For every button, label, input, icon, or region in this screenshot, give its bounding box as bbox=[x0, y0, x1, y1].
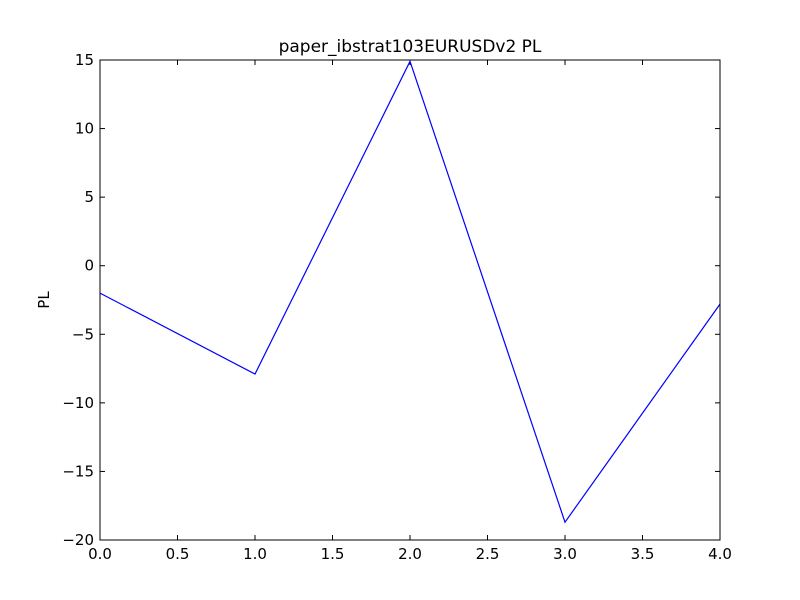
x-tick-label: 1.5 bbox=[321, 545, 345, 563]
x-tick-label: 2.5 bbox=[476, 545, 500, 563]
chart-title: paper_ibstrat103EURUSDv2 PL bbox=[279, 37, 542, 57]
x-tick-label: 3.5 bbox=[631, 545, 655, 563]
x-tick-label: 0.5 bbox=[166, 545, 190, 563]
y-tick-label: −20 bbox=[62, 531, 94, 549]
axis-ticks: 0.0 0.5 1.0 1.5 2.0 2.5 3.0 3.5 4.0 15 10 5 0 −5 −10 −1… bbox=[62, 51, 732, 563]
x-tick-label: 3.0 bbox=[553, 545, 577, 563]
y-tick-label: 10 bbox=[75, 120, 94, 138]
series-lines bbox=[99, 59, 721, 524]
y-tick-label: −10 bbox=[62, 394, 94, 412]
y-axis-label: PL bbox=[35, 291, 53, 309]
x-tick-label: 2.0 bbox=[398, 545, 422, 563]
series-line-0 bbox=[99, 59, 721, 524]
x-tick-label: 0.0 bbox=[88, 545, 112, 563]
plot-frame bbox=[99, 59, 721, 541]
y-tick-label: −15 bbox=[62, 462, 94, 480]
y-tick-label: −5 bbox=[72, 325, 94, 343]
x-tick-label: 1.0 bbox=[243, 545, 267, 563]
x-tick-label: 4.0 bbox=[708, 545, 732, 563]
y-tick-label: 0 bbox=[84, 257, 94, 275]
y-tick-label: 5 bbox=[84, 188, 94, 206]
y-tick-label: 15 bbox=[75, 51, 94, 69]
